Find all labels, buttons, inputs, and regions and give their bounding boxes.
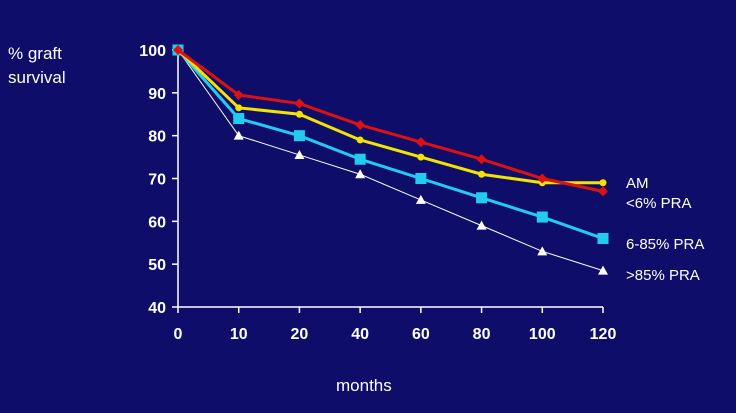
x-tick-label-20: 20 [291,326,309,343]
series-1-point-4 [415,137,426,148]
x-tick-label-60: 60 [412,326,430,343]
x-tick-label-100: 100 [529,326,556,343]
x-tick-label-10: 10 [230,326,248,343]
series-0-point-5 [478,170,486,178]
series-2-point-3 [354,153,366,165]
x-tick-label-80: 80 [473,326,491,343]
series-3-point-2 [294,149,305,159]
series-3-point-3 [355,169,366,179]
series-2-point-1 [233,113,245,125]
series-3-point-5 [476,220,487,230]
y-axis-label-line-1: % graft [8,44,62,63]
series-2-line [176,49,604,240]
y-axis-label: % graft survival [8,42,66,90]
legend-lt6-pra: <6% PRA [626,195,692,212]
series-1-point-0 [173,45,183,55]
series-0-point-3 [356,136,364,144]
series-2-point-4 [415,173,427,184]
x-tick-label-120: 120 [590,326,617,343]
y-tick-label-40: 40 [148,300,166,317]
series-1-point-2 [294,98,305,109]
y-tick-label-80: 80 [148,129,166,146]
y-tick-label-50: 50 [148,257,166,274]
series-2-point-2 [293,130,305,142]
series-0-line [176,48,603,185]
series-1-point-1 [233,89,244,100]
series-3-line [177,49,604,272]
y-axis-label-line-2: survival [8,68,66,87]
series-3-point-6 [537,246,548,256]
series-2-point-7 [597,232,609,244]
y-tick-label-90: 90 [148,86,166,103]
series-2-point-6 [536,211,548,223]
series-0-point-2 [295,110,303,118]
x-tick-label-40: 40 [351,326,369,343]
series-1-point-3 [355,119,366,130]
series-1-line [177,48,604,193]
series-0-point-1 [235,104,243,112]
y-tick-label-60: 60 [148,214,166,231]
x-tick-label-0: 0 [174,326,183,343]
legend-am: AM [626,175,649,192]
series-3-point-1 [233,130,244,140]
series-1-point-5 [476,154,487,165]
y-tick-label-70: 70 [148,172,166,189]
series-1-point-7 [598,186,608,197]
series-1-point-6 [537,173,548,184]
series-3-point-4 [415,194,426,204]
series-3-point-7 [598,265,608,275]
legend-6-85-pra: 6-85% PRA [626,236,705,253]
x-axis-label: months [336,376,392,395]
y-tick-label-100: 100 [139,43,166,60]
legend-gt85-pra: >85% PRA [626,267,700,284]
series-2-point-5 [476,192,488,204]
series-0-point-7 [599,179,607,187]
series-0-point-4 [417,153,425,161]
